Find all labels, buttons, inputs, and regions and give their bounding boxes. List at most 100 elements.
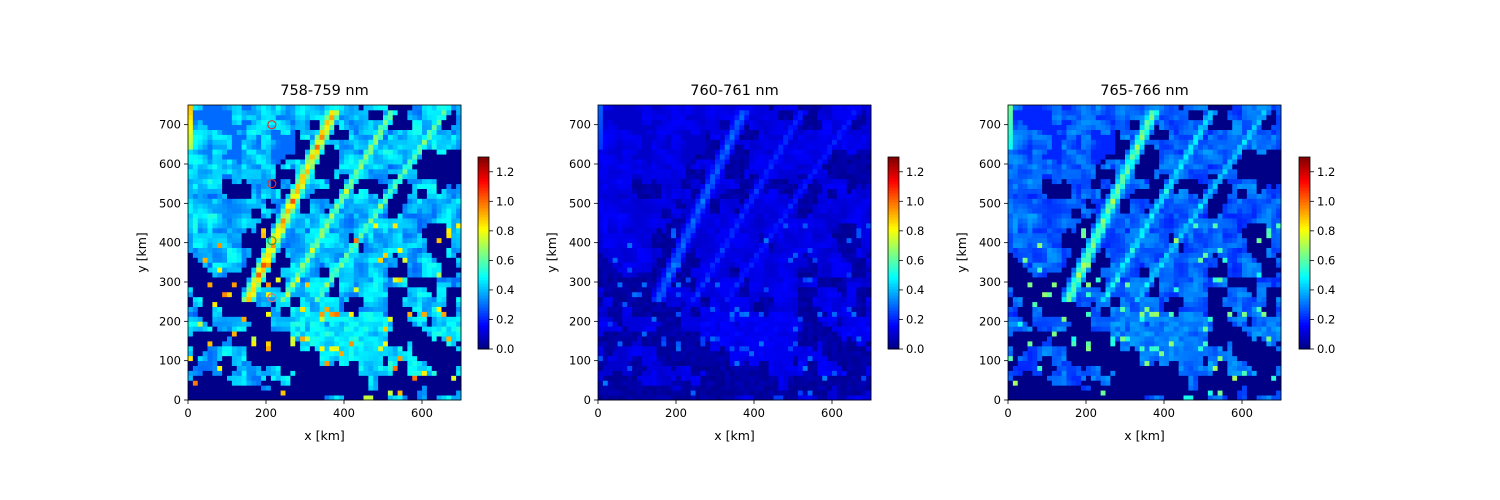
heatmap-cell [417,247,423,253]
heatmap-cell [715,355,721,362]
heatmap-cell [402,370,408,376]
heatmap-cell [656,168,662,175]
heatmap-cell [436,380,442,386]
heatmap-cell [666,223,672,229]
heatmap-cell [256,316,262,322]
heatmap-cell [666,321,672,327]
heatmap-cell [305,272,311,278]
heatmap-cell [212,311,218,317]
heatmap-cell [426,282,433,288]
heatmap-cell [695,139,701,145]
heatmap-cell [719,350,726,357]
heatmap-cell [661,208,667,214]
heatmap-cell [602,296,609,303]
heatmap-cell [598,355,604,362]
heatmap-cell [417,306,423,312]
heatmap-cell [334,316,340,322]
heatmap-cell [719,345,726,352]
heatmap-cell [705,296,711,303]
heatmap-cell [646,193,653,199]
heatmap-cell [651,262,657,268]
heatmap-cell [671,159,677,165]
heatmap-cell [314,173,321,180]
heatmap-cell [363,149,369,155]
heatmap-cell [446,365,452,371]
heatmap-cell [280,129,286,135]
heatmap-cell [646,213,653,219]
heatmap-cell [368,291,374,298]
heatmap-cell [222,198,228,204]
heatmap-cell [617,267,623,273]
heatmap-cell [373,247,379,253]
heatmap-cell [627,345,633,352]
heatmap-cell [251,365,257,371]
heatmap-cell [373,257,379,263]
heatmap-cell [339,370,345,376]
heatmap-cell [378,247,384,253]
heatmap-cell [451,183,457,189]
heatmap-cell [632,232,638,239]
heatmap-cell [275,139,282,145]
heatmap-cell [646,262,653,268]
heatmap-cell [402,272,408,278]
heatmap-cell [358,242,364,248]
heatmap-cell [651,326,657,332]
colorbar-segment [478,337,489,341]
heatmap-cell [339,178,345,185]
heatmap-cell [436,124,442,130]
heatmap-cell [431,370,438,376]
heatmap-cell [422,306,428,312]
heatmap-cell [383,183,389,189]
heatmap-cell [700,316,706,322]
heatmap-cell [412,252,418,258]
heatmap-cell [612,149,618,155]
heatmap-cell [431,286,438,293]
heatmap-cell [266,341,272,347]
heatmap-cell [275,129,282,135]
heatmap-cell [397,188,403,194]
heatmap-cell [300,395,306,401]
heatmap-cell [217,159,223,165]
heatmap-cell [188,395,194,401]
heatmap-cell [285,149,291,155]
heatmap-cell [348,262,355,268]
heatmap-cell [251,173,257,180]
heatmap-cell [422,119,428,126]
heatmap-cell [319,178,325,185]
heatmap-cell [417,385,423,391]
heatmap-cell [617,306,623,312]
heatmap-cell [407,168,413,175]
heatmap-cell [602,159,609,165]
heatmap-cell [300,247,306,253]
heatmap-cell [666,370,672,376]
heatmap-cell [285,395,291,401]
heatmap-cell [666,109,672,116]
heatmap-cell [607,365,614,371]
heatmap-cell [383,331,389,337]
heatmap-cell [324,109,330,116]
heatmap-cell [661,301,667,307]
heatmap-cell [451,203,457,209]
heatmap-cell [407,390,413,396]
heatmap-cell [280,203,286,209]
heatmap-cell [329,178,335,185]
heatmap-cell [666,277,672,283]
heatmap-cell [368,154,374,160]
heatmap-cell [266,350,272,357]
heatmap-cell [387,154,394,160]
y-tick-label: 0 [174,393,181,407]
heatmap-cell [363,350,369,357]
heatmap-cell [202,188,208,194]
heatmap-cell [344,173,350,180]
heatmap-cell [412,105,418,111]
heatmap-cell [671,218,677,224]
heatmap-cell [319,375,325,381]
heatmap-cell [300,360,306,366]
heatmap-cell [261,109,267,116]
heatmap-cell [222,380,228,386]
heatmap-cell [417,291,423,298]
colorbar-segment [478,193,489,197]
heatmap-cell [431,242,438,248]
heatmap-cell [407,247,413,253]
